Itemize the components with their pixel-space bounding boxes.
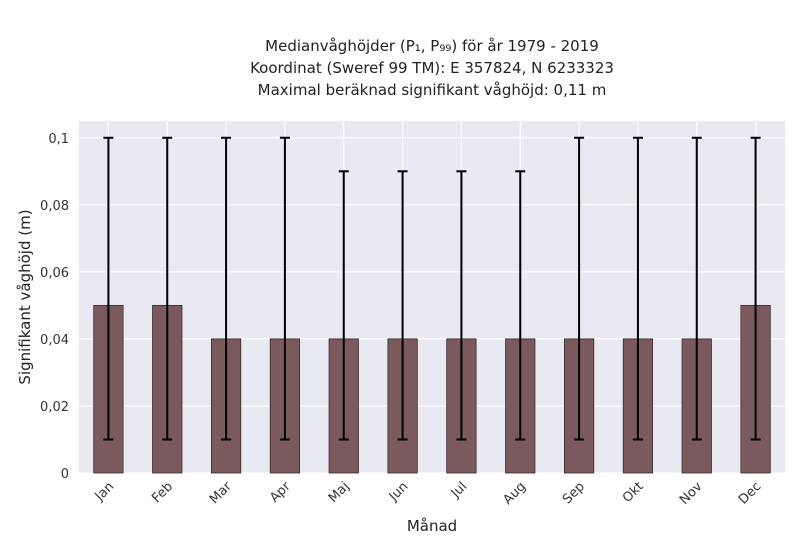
errorbar-dec <box>750 136 761 441</box>
errorbar-okt <box>632 136 643 441</box>
x-tick-label: Okt <box>620 479 647 506</box>
errorbar-maj <box>338 170 349 441</box>
x-tick-label: Jan <box>92 479 117 504</box>
y-tick-label: 0,08 <box>40 199 69 214</box>
chart-title-line: Maximal beräknad signifikant våghöjd: 0,… <box>258 81 607 99</box>
chart-title-line: Koordinat (Sweref 99 TM): E 357824, N 62… <box>250 59 614 77</box>
errorbar-jun <box>397 170 408 441</box>
errorbar-feb <box>162 136 173 441</box>
x-axis-ticks: Jan Feb Mar Apr Maj Jun Jul Aug Sep Okt Nov Dec <box>92 479 765 508</box>
x-tick-label: Aug <box>501 479 530 508</box>
x-tick-label: Mar <box>207 479 235 507</box>
x-axis-label: Månad <box>407 517 457 535</box>
errorbar-sep <box>574 136 585 441</box>
error-bars <box>103 136 761 441</box>
x-tick-label: Feb <box>149 479 176 506</box>
errorbar-nov <box>691 136 702 441</box>
y-axis-ticks: 0 0,02 0,04 0,06 0,08 0,1 <box>40 132 69 482</box>
y-tick-label: 0,02 <box>40 400 69 415</box>
errorbar-mar <box>221 136 232 441</box>
errorbar-apr <box>279 136 290 441</box>
chart-title-line: Medianvåghöjder (P₁, P₉₉) för år 1979 - … <box>265 37 599 55</box>
x-tick-label: Jul <box>448 479 470 501</box>
x-tick-label: Nov <box>677 479 706 508</box>
y-tick-label: 0,06 <box>40 266 69 281</box>
chart-title: Medianvåghöjder (P₁, P₉₉) för år 1979 - … <box>250 37 614 99</box>
y-tick-label: 0,1 <box>48 132 69 147</box>
plot-area <box>79 121 785 473</box>
x-tick-label: Dec <box>736 479 764 507</box>
x-tick-label: Apr <box>267 479 294 506</box>
errorbar-jan <box>103 136 114 441</box>
errorbar-jul <box>456 170 467 441</box>
y-tick-label: 0 <box>61 467 69 482</box>
y-tick-label: 0,04 <box>40 333 69 348</box>
y-axis-label: Signifikant våghöjd (m) <box>16 209 34 384</box>
x-tick-label: Maj <box>326 479 353 506</box>
x-tick-label: Jun <box>386 479 412 505</box>
x-tick-label: Sep <box>560 479 588 507</box>
errorbar-aug <box>515 170 526 441</box>
